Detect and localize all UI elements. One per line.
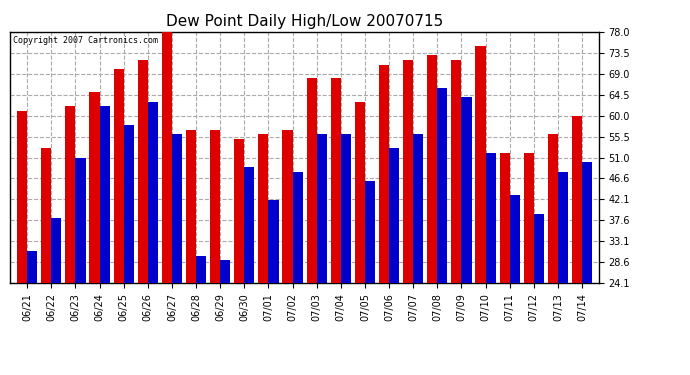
Bar — [210, 130, 220, 375]
Text: Copyright 2007 Cartronics.com: Copyright 2007 Cartronics.com — [13, 36, 158, 45]
Bar — [99, 106, 110, 375]
Bar — [331, 78, 341, 375]
Bar — [413, 134, 423, 375]
Bar — [486, 153, 495, 375]
Bar — [148, 102, 158, 375]
Bar — [66, 106, 75, 375]
Bar — [186, 130, 196, 375]
Bar — [389, 148, 400, 375]
Bar — [572, 116, 582, 375]
Bar — [196, 256, 206, 375]
Bar — [582, 162, 592, 375]
Bar — [524, 153, 534, 375]
Bar — [475, 46, 486, 375]
Bar — [548, 134, 558, 375]
Bar — [244, 167, 255, 375]
Bar — [365, 181, 375, 375]
Bar — [462, 97, 471, 375]
Bar — [124, 125, 134, 375]
Bar — [27, 251, 37, 375]
Bar — [427, 55, 437, 375]
Bar — [306, 78, 317, 375]
Bar — [268, 200, 279, 375]
Bar — [355, 102, 365, 375]
Bar — [114, 69, 124, 375]
Bar — [510, 195, 520, 375]
Bar — [341, 134, 351, 375]
Bar — [534, 214, 544, 375]
Bar — [282, 130, 293, 375]
Bar — [162, 32, 172, 375]
Bar — [558, 172, 568, 375]
Bar — [220, 260, 230, 375]
Bar — [234, 139, 244, 375]
Bar — [293, 172, 303, 375]
Bar — [138, 60, 148, 375]
Bar — [90, 93, 99, 375]
Bar — [17, 111, 27, 375]
Title: Dew Point Daily High/Low 20070715: Dew Point Daily High/Low 20070715 — [166, 14, 443, 29]
Bar — [317, 134, 327, 375]
Bar — [75, 158, 86, 375]
Bar — [51, 218, 61, 375]
Bar — [451, 60, 462, 375]
Bar — [403, 60, 413, 375]
Bar — [437, 88, 447, 375]
Bar — [41, 148, 51, 375]
Bar — [258, 134, 268, 375]
Bar — [172, 134, 182, 375]
Bar — [379, 64, 389, 375]
Bar — [500, 153, 510, 375]
